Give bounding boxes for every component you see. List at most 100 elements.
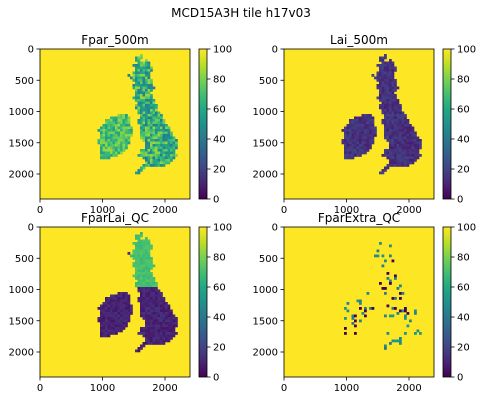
heatmap-cell — [155, 111, 158, 115]
heatmap-cell — [135, 94, 138, 97]
heatmap-cell — [137, 64, 141, 67]
heatmap-cell — [107, 324, 111, 328]
heatmap-cell — [105, 131, 108, 135]
heatmap-cell — [142, 287, 146, 290]
heatmap-cell — [384, 131, 387, 135]
heatmap-cell — [115, 119, 118, 122]
heatmap-cell — [386, 277, 390, 280]
heatmap-cell — [346, 156, 350, 160]
heatmap-cell — [155, 139, 158, 142]
heatmap-cell — [394, 307, 397, 310]
heatmap-cell — [396, 139, 400, 142]
heatmap-cell — [115, 314, 118, 318]
heatmap-cell — [142, 131, 146, 135]
heatmap-cell — [366, 146, 370, 150]
heatmap-cell — [160, 164, 163, 167]
heatmap-cell — [117, 322, 121, 325]
heatmap-cell — [391, 161, 395, 165]
heatmap-cell — [170, 322, 173, 325]
heatmap-cell — [147, 299, 151, 303]
heatmap-cell — [359, 151, 362, 155]
heatmap-cell — [112, 322, 116, 325]
heatmap-cell — [399, 154, 402, 157]
heatmap-cell — [366, 144, 370, 147]
heatmap-cell — [344, 307, 347, 310]
heatmap-cell — [127, 312, 131, 315]
heatmap-cell — [155, 327, 158, 330]
heatmap-cell — [160, 159, 163, 162]
heatmap-cell — [361, 116, 365, 120]
heatmap-cell — [379, 104, 382, 107]
heatmap-cell — [142, 84, 146, 87]
heatmap-cell — [117, 299, 121, 303]
heatmap-cell — [112, 116, 116, 120]
heatmap-cell — [105, 121, 108, 125]
heatmap-cell — [364, 146, 367, 150]
colorbar-tick-label: 40 — [457, 135, 470, 146]
heatmap-cell — [386, 101, 390, 105]
heatmap-cell — [147, 131, 151, 135]
heatmap-cell — [150, 81, 153, 85]
heatmap-cell — [354, 154, 357, 157]
heatmap-cell — [145, 269, 148, 273]
heatmap-cell — [160, 129, 163, 132]
y-tick-label: 1000 — [253, 107, 278, 118]
heatmap-cell — [349, 124, 352, 127]
heatmap-cell — [147, 111, 151, 115]
heatmap-cell — [145, 289, 148, 293]
heatmap-cell — [394, 149, 397, 152]
heatmap-cell — [175, 317, 178, 320]
heatmap-cell — [140, 89, 143, 92]
heatmap-cell — [160, 307, 163, 310]
heatmap-cell — [147, 136, 151, 140]
heatmap-cell — [140, 269, 143, 273]
heatmap-cell — [135, 244, 138, 248]
heatmap-cell — [379, 71, 382, 75]
heatmap-cell — [386, 69, 390, 72]
heatmap-cell — [404, 156, 407, 160]
heatmap-cell — [152, 109, 156, 112]
heatmap-cell — [346, 129, 350, 132]
heatmap-cell — [379, 91, 382, 95]
heatmap-cell — [391, 129, 395, 132]
heatmap-cell — [394, 104, 397, 107]
heatmap-cell — [122, 136, 126, 140]
heatmap-cell — [145, 161, 148, 165]
heatmap-cell — [364, 136, 367, 140]
heatmap-cell — [170, 139, 173, 142]
heatmap-cell — [100, 307, 103, 310]
heatmap-cell — [165, 314, 168, 318]
heatmap-cell — [112, 299, 116, 303]
heatmap-cell — [167, 159, 171, 162]
heatmap-cell — [391, 74, 395, 77]
heatmap-cell — [105, 126, 108, 130]
heatmap-cell — [361, 119, 365, 122]
heatmap-cell — [384, 314, 387, 318]
heatmap-cell — [140, 109, 143, 112]
heatmap-cell — [135, 106, 138, 110]
heatmap-cell — [155, 151, 158, 155]
heatmap-cell — [381, 79, 385, 82]
heatmap-cell — [384, 81, 387, 85]
heatmap-cell — [120, 329, 123, 333]
heatmap-cell — [147, 307, 151, 310]
heatmap-cell — [399, 121, 402, 125]
y-tick-label: 1500 — [9, 316, 34, 327]
heatmap-cell — [145, 277, 148, 280]
heatmap-cell — [107, 131, 111, 135]
heatmap-cell — [394, 94, 397, 97]
heatmap-cell — [399, 292, 402, 295]
heatmap-cell — [160, 151, 163, 155]
heatmap-cell — [344, 136, 347, 140]
heatmap-cell — [100, 329, 103, 333]
heatmap-cell — [135, 71, 138, 75]
heatmap-cell — [364, 119, 367, 122]
heatmap-cell — [155, 109, 158, 112]
heatmap-cell — [359, 121, 362, 125]
heatmap-cell — [391, 61, 395, 65]
heatmap-cell — [115, 317, 118, 320]
heatmap-cell — [401, 309, 405, 313]
heatmap-cell — [127, 129, 131, 132]
heatmap-cell — [386, 84, 390, 87]
heatmap-cell — [359, 136, 362, 140]
